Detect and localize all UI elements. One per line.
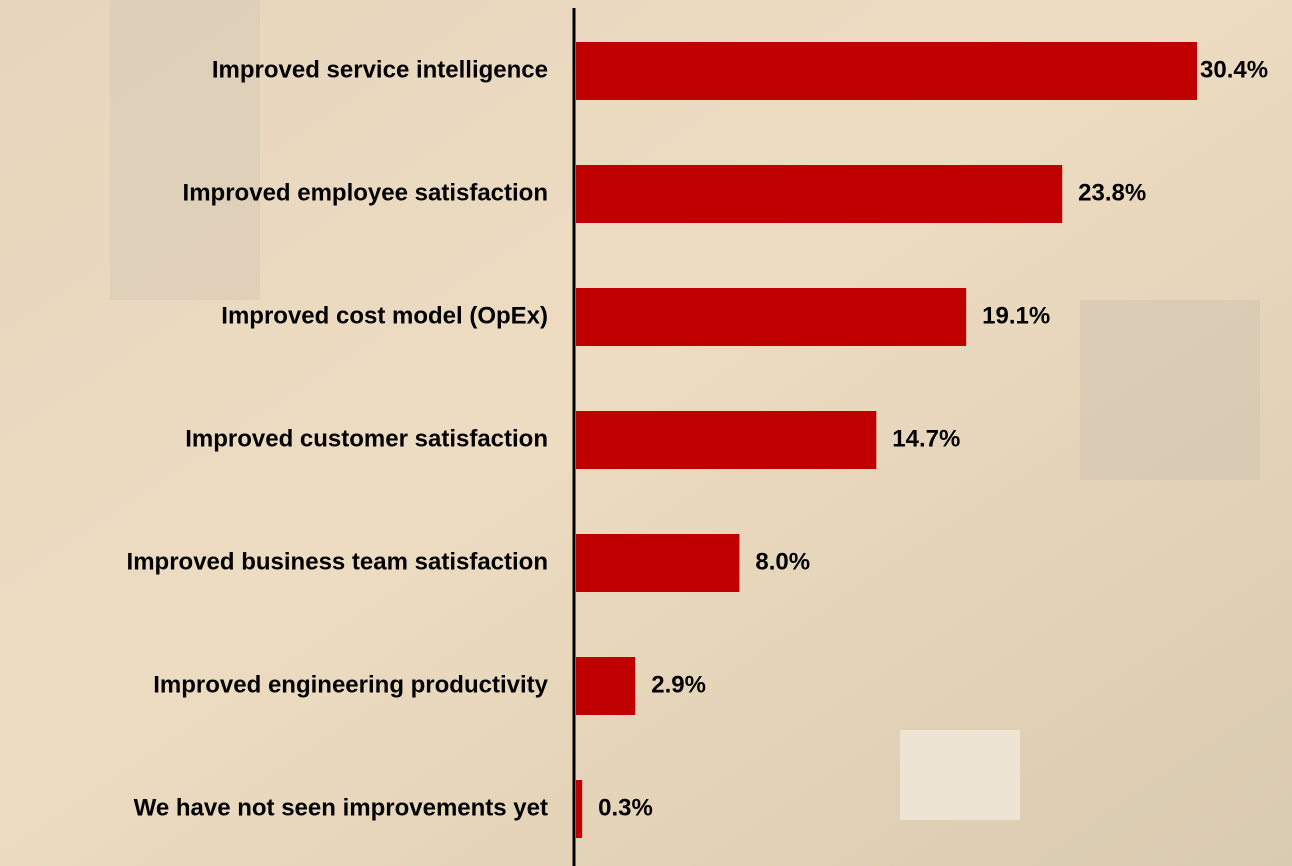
value-label: 8.0% [755, 548, 810, 575]
category-label: Improved cost model (OpEx) [221, 302, 548, 329]
bar [576, 42, 1197, 100]
category-label: Improved engineering productivity [153, 671, 548, 698]
value-label: 2.9% [651, 671, 706, 698]
background-shape [900, 730, 1020, 820]
bar [576, 165, 1063, 223]
value-label: 0.3% [598, 794, 653, 821]
bar [576, 411, 877, 469]
category-label: Improved service intelligence [212, 56, 548, 83]
value-label: 19.1% [982, 302, 1050, 329]
category-label: Improved employee satisfaction [183, 179, 548, 206]
value-label: 23.8% [1078, 179, 1146, 206]
category-label: Improved customer satisfaction [185, 425, 548, 452]
value-label: 14.7% [892, 425, 960, 452]
background-shape [110, 0, 260, 300]
category-label: We have not seen improvements yet [134, 794, 548, 821]
category-label: Improved business team satisfaction [127, 548, 548, 575]
value-label: 30.4% [1200, 56, 1268, 83]
bar [576, 288, 967, 346]
bar [576, 534, 740, 592]
background-shape [1080, 300, 1260, 480]
bar [576, 657, 636, 715]
bar [576, 780, 583, 838]
